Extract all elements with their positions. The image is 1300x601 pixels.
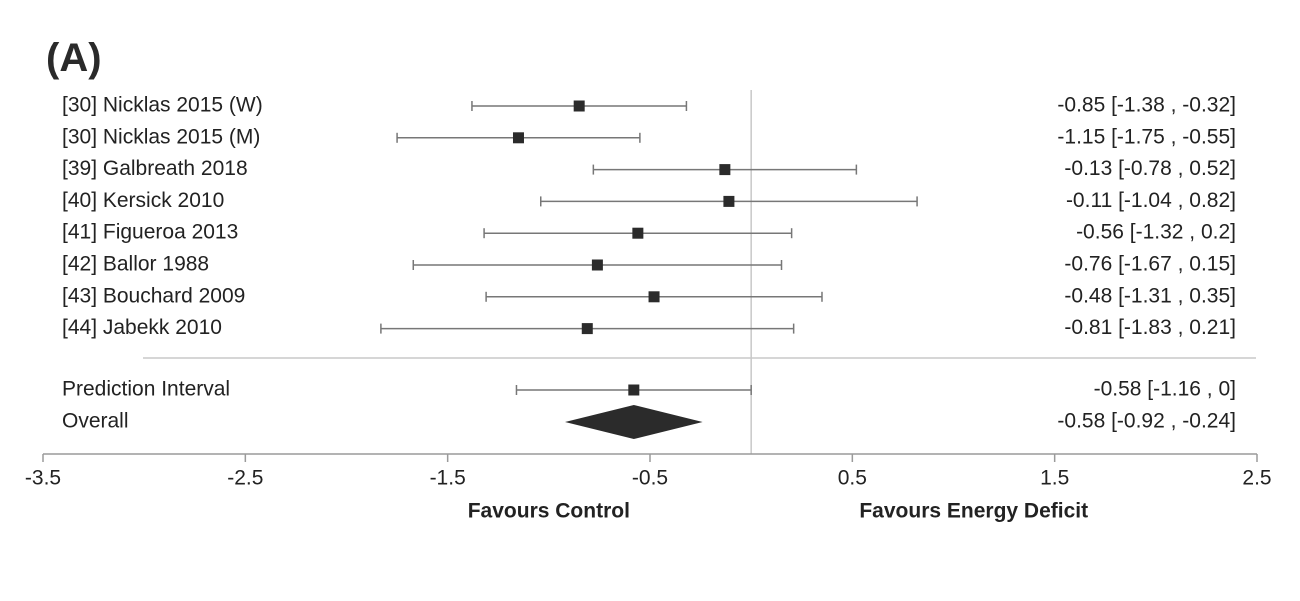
study-1-point-marker — [573, 100, 585, 112]
study-4-point-marker — [723, 195, 735, 207]
x-tick-label-4: -0.5 — [632, 467, 668, 490]
study-2-label: [30] Nicklas 2015 (M) — [62, 125, 260, 148]
x-tick-label-1: -3.5 — [25, 467, 61, 490]
overall-label: Overall — [62, 410, 129, 433]
study-3-ci-text: -0.13 [-0.78 , 0.52] — [1064, 157, 1236, 180]
study-8-point-marker — [581, 323, 593, 335]
study-5-label: [41] Figueroa 2013 — [62, 221, 238, 244]
study-7-label: [43] Bouchard 2009 — [62, 284, 245, 307]
x-tick-label-7: 2.5 — [1242, 467, 1271, 490]
study-6-ci-text: -0.76 [-1.67 , 0.15] — [1064, 253, 1236, 276]
study-8-label: [44] Jabekk 2010 — [62, 316, 222, 339]
x-tick-label-2: -2.5 — [227, 467, 263, 490]
study-4-label: [40] Kersick 2010 — [62, 189, 224, 212]
study-1-ci-text: -0.85 [-1.38 , -0.32] — [1057, 94, 1236, 117]
panel-label: (A) — [46, 36, 102, 80]
study-5-ci-text: -0.56 [-1.32 , 0.2] — [1076, 221, 1236, 244]
right-axis-caption: Favours Energy Deficit — [859, 500, 1088, 523]
study-5-point-marker — [632, 227, 644, 239]
prediction-interval-point-marker — [628, 384, 640, 396]
study-7-point-marker — [648, 291, 660, 303]
study-1-label: [30] Nicklas 2015 (W) — [62, 94, 263, 117]
study-6-point-marker — [591, 259, 603, 271]
x-tick-label-3: -1.5 — [430, 467, 466, 490]
study-4-ci-text: -0.11 [-1.04 , 0.82] — [1066, 189, 1236, 212]
study-8-ci-text: -0.81 [-1.83 , 0.21] — [1064, 316, 1236, 339]
study-3-point-marker — [719, 164, 731, 176]
prediction-interval-ci-text: -0.58 [-1.16 , 0] — [1094, 378, 1236, 401]
prediction-interval-label: Prediction Interval — [62, 378, 230, 401]
study-7-ci-text: -0.48 [-1.31 , 0.35] — [1064, 284, 1236, 307]
study-2-ci-text: -1.15 [-1.75 , -0.55] — [1057, 125, 1236, 148]
study-3-label: [39] Galbreath 2018 — [62, 157, 248, 180]
study-2-point-marker — [512, 132, 524, 144]
x-tick-label-6: 1.5 — [1040, 467, 1069, 490]
overall-diamond — [565, 405, 703, 439]
overall-ci-text: -0.58 [-0.92 , -0.24] — [1057, 410, 1236, 433]
study-6-label: [42] Ballor 1988 — [62, 253, 209, 276]
x-tick-label-5: 0.5 — [838, 467, 867, 490]
left-axis-caption: Favours Control — [468, 500, 630, 523]
